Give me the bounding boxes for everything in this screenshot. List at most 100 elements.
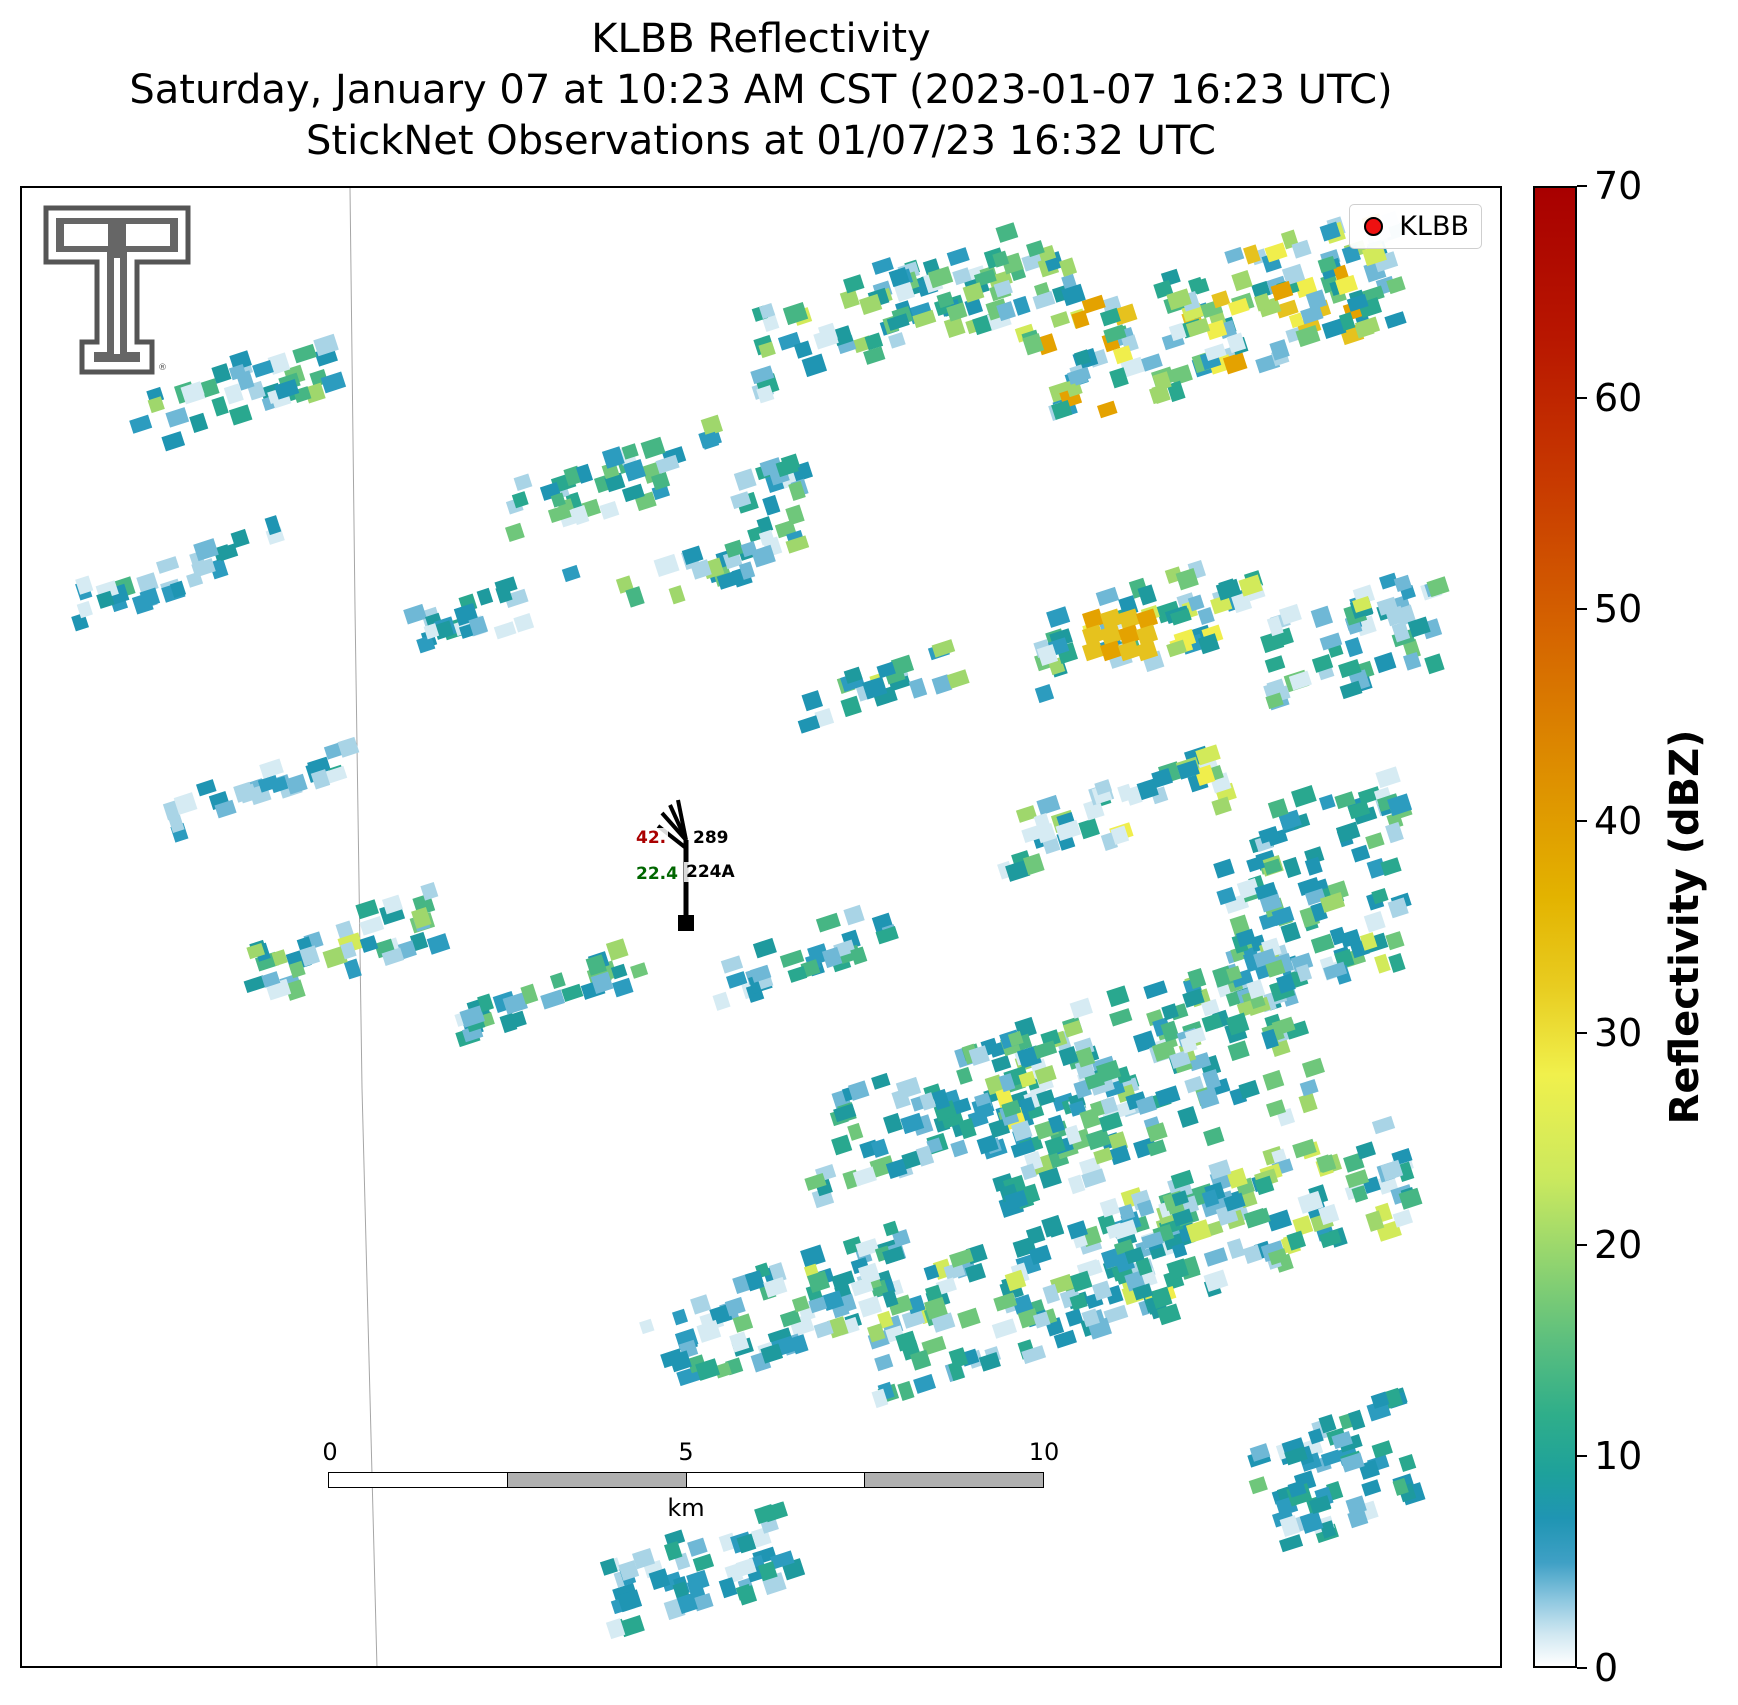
radar-gate <box>1387 793 1413 817</box>
radar-gate <box>1100 640 1123 662</box>
radar-gate <box>1258 825 1280 844</box>
radar-gate <box>785 504 805 526</box>
radar-gate <box>511 491 529 509</box>
radar-gate <box>1288 312 1305 329</box>
radar-gate <box>1335 821 1361 843</box>
radar-gate <box>1297 1190 1324 1214</box>
radar-gate <box>821 946 843 969</box>
colorbar-tick-label: 70 <box>1594 164 1643 208</box>
radar-gate <box>1204 343 1227 362</box>
radar-gate <box>912 309 937 329</box>
radar-gate <box>779 1309 802 1328</box>
radar-gate <box>1135 1257 1153 1276</box>
radar-gate <box>1005 859 1031 882</box>
radar-gate <box>978 1352 1001 1372</box>
radar-gate <box>650 471 671 491</box>
radar-gate <box>876 661 896 679</box>
station-marker <box>678 915 694 931</box>
radar-gate <box>883 1112 903 1134</box>
radar-gate <box>668 1350 692 1373</box>
radar-gate <box>726 971 748 989</box>
county-boundary <box>349 188 378 1666</box>
radar-gate <box>1109 1144 1131 1166</box>
radar-gate <box>1169 364 1193 386</box>
radar-gate <box>1213 858 1235 879</box>
radar-gate <box>1046 606 1071 628</box>
radar-gate <box>1224 246 1245 264</box>
radar-gate <box>956 1066 973 1085</box>
radar-gate <box>871 1072 891 1090</box>
radar-gate <box>1062 1020 1083 1038</box>
radar-gate <box>1166 639 1187 658</box>
radar-gate <box>381 947 405 966</box>
radar-gate <box>1136 624 1159 646</box>
radar-gate <box>1098 1111 1123 1133</box>
radar-gate <box>862 676 888 700</box>
radar-gate <box>1365 1210 1385 1232</box>
radar-gate <box>1299 1078 1319 1097</box>
radar-gate <box>561 564 581 583</box>
radar-gate <box>850 946 868 965</box>
radar-gate <box>855 1238 880 1258</box>
radar-gate <box>871 257 894 275</box>
radar-gate <box>1166 288 1192 311</box>
radar-gate <box>1346 293 1369 312</box>
radar-gate <box>1146 1139 1167 1157</box>
radar-gate <box>843 274 865 294</box>
radar-gate <box>477 993 494 1013</box>
radar-gate <box>355 899 380 920</box>
radar-gate <box>264 515 282 536</box>
radar-gate <box>931 674 953 695</box>
radar-gate <box>1182 988 1205 1008</box>
radar-gate <box>299 945 321 967</box>
radar-gate <box>1069 1293 1088 1311</box>
radar-gate <box>1361 1479 1382 1497</box>
radar-gate <box>921 1335 947 1356</box>
radar-gate <box>1308 1428 1324 1445</box>
radar-gate <box>787 965 808 983</box>
radar-gate <box>687 1537 708 1557</box>
radar-gate <box>996 301 1016 322</box>
radar-gate <box>935 1277 957 1296</box>
radar-gate <box>1238 1079 1260 1100</box>
radar-gate <box>952 267 972 286</box>
radar-gate <box>720 955 744 974</box>
radar-gate <box>1380 857 1402 877</box>
radar-gate <box>785 535 810 554</box>
map-legend: KLBB <box>1349 204 1482 249</box>
radar-gate <box>886 313 910 332</box>
radar-gate <box>284 979 306 1001</box>
radar-gate <box>423 623 440 640</box>
radar-gate <box>1197 633 1220 655</box>
radar-gate <box>1018 1070 1037 1088</box>
radar-map[interactable]: ® KLBB 42. 289 22.4 224A 0 5 10 km <box>20 186 1502 1668</box>
radar-gate <box>1109 367 1129 389</box>
radar-gate <box>1106 985 1130 1008</box>
radar-gate <box>892 1229 911 1248</box>
radar-gate <box>1292 1215 1314 1237</box>
radar-gate <box>1271 906 1295 926</box>
radar-gate <box>653 553 680 578</box>
radar-gate <box>692 1593 714 1612</box>
radar-gate <box>910 1349 932 1371</box>
radar-gate <box>213 544 232 561</box>
radar-gate <box>815 912 841 933</box>
radar-gate <box>813 1320 834 1339</box>
radar-gate <box>1266 615 1284 637</box>
radar-gate <box>948 1347 969 1369</box>
radar-gate <box>750 964 772 983</box>
radar-gate <box>1193 278 1210 295</box>
radar-gate <box>71 612 89 632</box>
station-id: 224A <box>684 862 737 882</box>
radar-gate <box>1291 784 1317 808</box>
radar-gate <box>1095 1059 1122 1083</box>
radar-gate <box>1171 1190 1189 1207</box>
radar-gate <box>1319 891 1346 913</box>
radar-gate <box>923 1264 940 1281</box>
radar-gate <box>639 1318 655 1335</box>
radar-gate <box>943 1261 966 1281</box>
radar-gate <box>919 1092 936 1111</box>
radar-gate <box>209 558 229 580</box>
radar-gate <box>1254 881 1278 900</box>
radar-gate <box>998 1073 1016 1093</box>
